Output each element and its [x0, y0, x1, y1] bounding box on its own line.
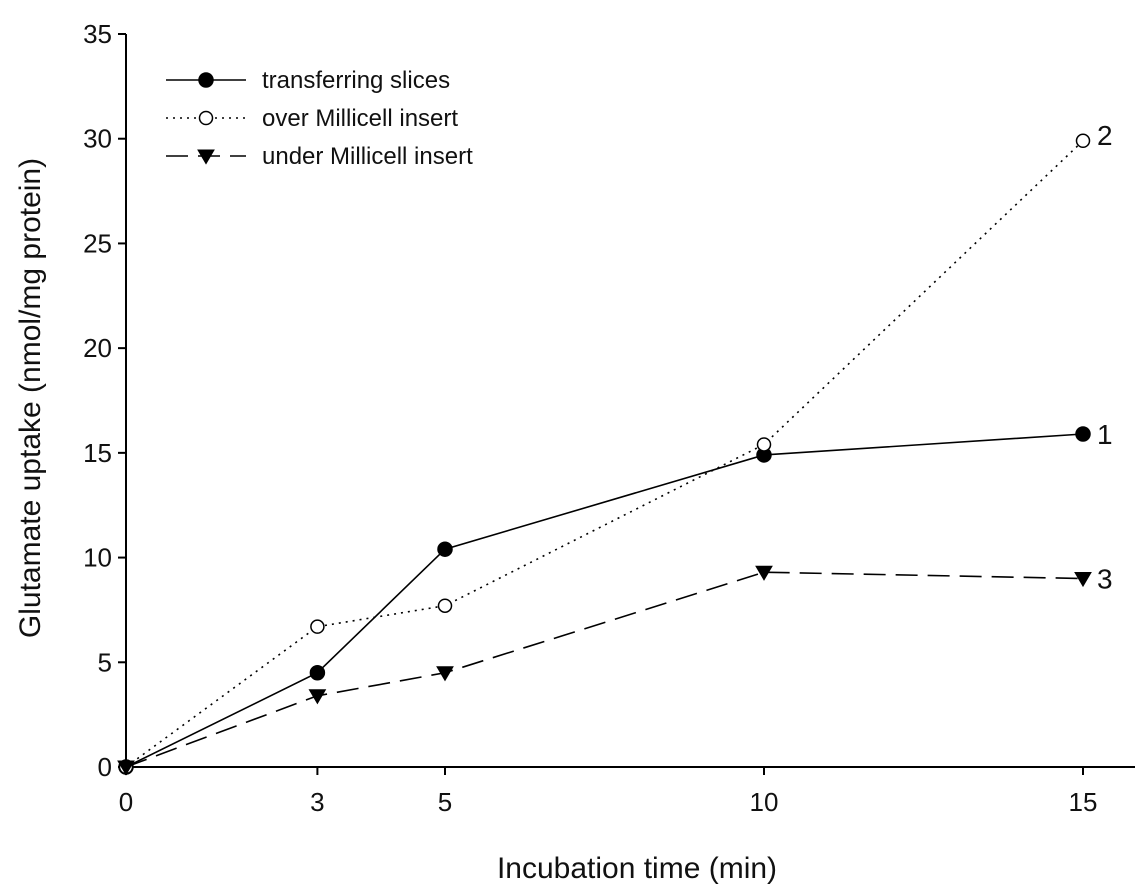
legend: transferring slices over Millicell insert…: [166, 67, 473, 170]
data-point: [117, 760, 135, 776]
x-tick-label: 3: [310, 787, 324, 817]
x-axis-title: Incubation time (min): [497, 852, 777, 885]
legend-marker: [198, 110, 214, 126]
axes: [125, 34, 1135, 768]
legend-marker: [197, 149, 215, 165]
x-tick-label: 10: [750, 787, 779, 817]
series-1: 1: [118, 419, 1113, 775]
data-point: [308, 689, 327, 705]
series-end-label: 1: [1097, 419, 1113, 450]
series-2: 2: [118, 120, 1113, 775]
x-tick-label: 5: [438, 787, 452, 817]
series-end-label: 2: [1097, 120, 1113, 151]
series-line: [125, 433, 1084, 768]
y-tick-label: 35: [83, 19, 112, 49]
x-tick-label: 15: [1069, 787, 1098, 817]
y-tick-label: 0: [98, 752, 112, 782]
legend-label: under Millicell insert: [262, 143, 473, 170]
series-3: 3: [117, 564, 1113, 776]
data-point: [437, 598, 453, 613]
data-point: [1074, 572, 1092, 588]
data-point: [310, 619, 325, 634]
legend-marker: [198, 72, 214, 88]
series-layer: 1 2 3: [117, 120, 1113, 776]
data-point: [437, 541, 453, 557]
y-tick-label: 20: [83, 333, 112, 363]
data-point: [436, 666, 454, 682]
data-point: [1075, 133, 1091, 149]
data-point: [756, 437, 772, 452]
y-tick-label: 25: [83, 228, 112, 258]
data-point: [755, 565, 773, 581]
data-point: [309, 665, 326, 681]
y-tick-label: 10: [83, 543, 112, 573]
legend-label: over Millicell insert: [262, 105, 458, 132]
series-end-label: 3: [1097, 564, 1113, 595]
x-tick-label: 0: [119, 787, 133, 817]
y-tick-label: 30: [83, 124, 112, 154]
data-point: [1075, 426, 1091, 442]
legend-label: transferring slices: [262, 67, 450, 94]
series-line: [125, 140, 1084, 768]
y-tick-label: 15: [83, 438, 112, 468]
y-tick-label: 5: [98, 647, 112, 677]
y-axis-title: Glutamate uptake (nmol/mg protein): [14, 158, 47, 638]
series-line: [125, 571, 1084, 768]
